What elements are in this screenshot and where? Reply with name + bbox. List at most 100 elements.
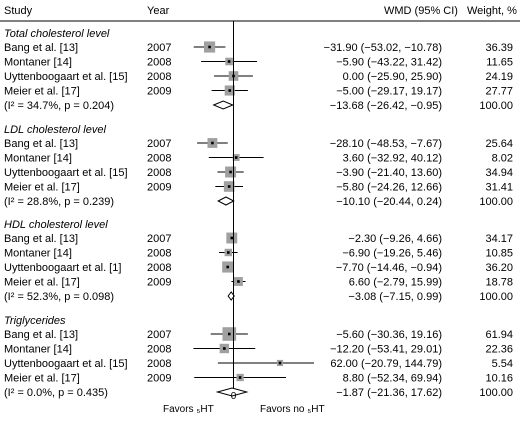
- study-label: Montaner [14]: [4, 344, 72, 356]
- study-label: Meier et al. [17]: [4, 277, 80, 289]
- point-estimate: [227, 251, 230, 254]
- favors-left-label: Favors ₅HT: [163, 404, 214, 415]
- study-weight-text: 11.65: [486, 57, 513, 69]
- point-estimate: [211, 141, 214, 145]
- overall-label: (I² = 52.3%, p = 0.098): [4, 291, 114, 303]
- overall-ci-text: −3.08 (−7.15, 0.99): [348, 291, 442, 303]
- study-year: 2007: [147, 42, 171, 54]
- study-ci-text: 62.00 (−20.79, 144.79): [330, 358, 442, 370]
- study-year: 2008: [147, 358, 171, 370]
- study-year: 2009: [147, 277, 171, 289]
- point-estimate: [238, 376, 242, 379]
- overall-ci-text: −13.68 (−26.42, −0.95): [330, 100, 442, 112]
- study-year: 2007: [147, 233, 171, 245]
- study-ci-text: 6.60 (−2.79, 15.99): [349, 277, 442, 289]
- study-year: 2008: [147, 153, 171, 165]
- study-ci-text: −5.80 (−24.26, 12.66): [336, 182, 442, 194]
- study-weight-text: 24.19: [485, 71, 513, 83]
- study-year: 2007: [147, 329, 171, 341]
- study-weight-text: 36.20: [485, 262, 513, 274]
- study-label: Uyttenboogaart et al. [15]: [4, 358, 128, 370]
- point-estimate: [237, 280, 240, 283]
- overall-diamond: [215, 387, 249, 397]
- study-label: Bang et al. [13]: [4, 42, 78, 54]
- study-ci-text: −2.30 (−9.26, 4.66): [348, 233, 442, 245]
- point-estimate: [278, 361, 282, 365]
- group-title-3: Triglycerides: [4, 315, 66, 327]
- study-weight-text: 61.94: [485, 329, 513, 341]
- study-label: Uyttenboogaart et al. [1]: [4, 262, 121, 274]
- overall-weight-text: 100.00: [479, 100, 513, 112]
- study-weight-text: 5.54: [492, 358, 513, 370]
- study-ci-text: 3.60 (−32.92, 40.12): [343, 153, 442, 165]
- study-ci-text: −3.90 (−21.40, 13.60): [336, 167, 442, 179]
- study-ci-text: −31.90 (−53.02, −10.78): [324, 42, 442, 54]
- study-label: Bang et al. [13]: [4, 233, 78, 245]
- group-title-1: LDL cholesterol level: [4, 124, 106, 136]
- study-label: Meier et al. [17]: [4, 373, 80, 385]
- study-ci-text: −5.00 (−29.17, 19.17): [336, 86, 442, 98]
- plot-body: Total cholesterol level Bang et al. [13] 2…: [4, 21, 513, 415]
- point-estimate: [227, 185, 231, 188]
- overall-weight-text: 100.00: [479, 196, 513, 208]
- study-label: Meier et al. [17]: [4, 86, 80, 98]
- study-year: 2008: [147, 167, 171, 179]
- study-weight-text: 31.41: [485, 182, 513, 194]
- study-ci-text: 8.80 (−52.34, 69.94): [343, 373, 442, 385]
- study-weight-text: 8.02: [492, 153, 513, 165]
- study-ci-text: −7.70 (−14.46, −0.94): [336, 262, 442, 274]
- study-ci-text: −12.20 (−53.41, 29.01): [330, 344, 442, 356]
- study-ci-text: 0.00 (−25.90, 25.90): [343, 71, 442, 83]
- study-year: 2008: [147, 344, 171, 356]
- study-label: Meier et al. [17]: [4, 182, 80, 194]
- study-ci-text: −5.90 (−43.22, 31.42): [336, 57, 442, 69]
- point-estimate: [229, 170, 232, 174]
- study-weight-text: 34.17: [485, 233, 513, 245]
- overall-label: (I² = 28.8%, p = 0.239): [4, 196, 114, 208]
- favors-right-label: Favors no ₅HT: [260, 404, 325, 415]
- header-weight: Weight, %: [467, 5, 517, 17]
- study-weight-text: 18.78: [485, 277, 513, 289]
- overall-label: (I² = 34.7%, p = 0.204): [4, 100, 114, 112]
- overall-weight-text: 100.00: [479, 387, 513, 399]
- study-weight-text: 10.16: [485, 373, 513, 385]
- point-estimate: [228, 332, 231, 336]
- study-year: 2009: [147, 373, 171, 385]
- study-year: 2008: [147, 248, 171, 260]
- study-year: 2008: [147, 57, 171, 69]
- study-weight-text: 25.64: [485, 138, 513, 150]
- overall-weight-text: 100.00: [479, 291, 513, 303]
- study-year: 2008: [147, 71, 171, 83]
- overall-ci-text: −10.10 (−20.44, 0.24): [336, 196, 442, 208]
- group-title-2: HDL cholesterol level: [4, 219, 108, 231]
- overall-label: (I² = 0.0%, p = 0.435): [4, 387, 108, 399]
- header-study: Study: [4, 5, 33, 17]
- study-year: 2009: [147, 182, 171, 194]
- overall-diamond: [217, 196, 235, 206]
- point-estimate: [208, 45, 211, 49]
- study-year: 2007: [147, 138, 171, 150]
- study-weight-text: 34.94: [485, 167, 513, 179]
- study-weight-text: 22.36: [485, 344, 513, 356]
- study-label: Bang et al. [13]: [4, 329, 78, 341]
- study-year: 2008: [147, 262, 171, 274]
- study-ci-text: −6.90 (−19.26, 5.46): [342, 248, 442, 260]
- study-label: Uyttenboogaart et al. [15]: [4, 71, 128, 83]
- study-weight-text: 10.85: [485, 248, 513, 260]
- zero-tick-label: 0: [231, 391, 237, 402]
- overall-diamond: [212, 100, 235, 110]
- study-weight-text: 36.39: [485, 42, 513, 54]
- point-estimate: [223, 347, 226, 350]
- study-ci-text: −28.10 (−48.53, −7.67): [330, 138, 442, 150]
- point-estimate: [228, 89, 232, 92]
- overall-ci-text: −1.87 (−21.36, 17.62): [336, 387, 442, 399]
- study-ci-text: −5.60 (−30.36, 19.16): [336, 329, 442, 341]
- study-year: 2009: [147, 86, 171, 98]
- study-weight-text: 27.77: [485, 86, 513, 98]
- group-title-0: Total cholesterol level: [4, 28, 110, 40]
- point-estimate: [227, 60, 231, 63]
- study-label: Montaner [14]: [4, 248, 72, 260]
- study-label: Montaner [14]: [4, 57, 72, 69]
- header-effect: WMD (95% CI): [384, 5, 458, 17]
